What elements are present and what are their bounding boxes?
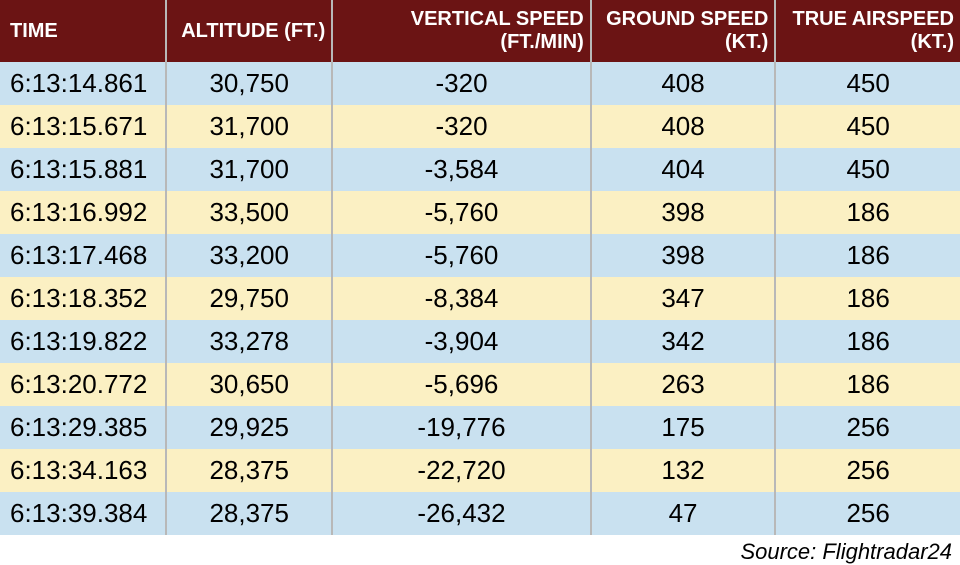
table-head: TIMEALTITUDE (FT.)VERTICAL SPEED (FT./MI… [0,0,960,62]
table-row: 6:13:17.46833,200-5,760398186 [0,234,960,277]
table-cell: 33,500 [166,191,332,234]
table-cell: 6:13:39.384 [0,492,166,535]
flight-data-table: TIMEALTITUDE (FT.)VERTICAL SPEED (FT./MI… [0,0,960,535]
table-cell: 450 [775,62,960,105]
table-cell: 28,375 [166,492,332,535]
table-row: 6:13:15.67131,700-320408450 [0,105,960,148]
table-cell: -5,760 [332,191,590,234]
table-cell: 132 [591,449,776,492]
table-row: 6:13:15.88131,700-3,584404450 [0,148,960,191]
table-row: 6:13:19.82233,278-3,904342186 [0,320,960,363]
col-header: ALTITUDE (FT.) [166,0,332,62]
header-row: TIMEALTITUDE (FT.)VERTICAL SPEED (FT./MI… [0,0,960,62]
table-cell: 408 [591,105,776,148]
table-row: 6:13:34.16328,375-22,720132256 [0,449,960,492]
table-cell: 6:13:15.881 [0,148,166,191]
table-row: 6:13:39.38428,375-26,43247256 [0,492,960,535]
table-cell: 186 [775,234,960,277]
table-cell: 6:13:20.772 [0,363,166,406]
table-row: 6:13:18.35229,750-8,384347186 [0,277,960,320]
table-row: 6:13:20.77230,650-5,696263186 [0,363,960,406]
source-credit: Source: Flightradar24 [0,535,960,565]
table-cell: 6:13:19.822 [0,320,166,363]
table-cell: 398 [591,191,776,234]
table-cell: 186 [775,363,960,406]
table-cell: 347 [591,277,776,320]
table-row: 6:13:14.86130,750-320408450 [0,62,960,105]
table-cell: 256 [775,492,960,535]
table-container: TIMEALTITUDE (FT.)VERTICAL SPEED (FT./MI… [0,0,960,565]
table-cell: 33,278 [166,320,332,363]
table-body: 6:13:14.86130,750-3204084506:13:15.67131… [0,62,960,535]
col-header: VERTICAL SPEED (FT./MIN) [332,0,590,62]
table-cell: 186 [775,320,960,363]
table-cell: -8,384 [332,277,590,320]
table-cell: 450 [775,148,960,191]
col-header: TRUE AIRSPEED (KT.) [775,0,960,62]
table-cell: -22,720 [332,449,590,492]
table-cell: 404 [591,148,776,191]
table-cell: -19,776 [332,406,590,449]
table-cell: 450 [775,105,960,148]
table-cell: 6:13:15.671 [0,105,166,148]
table-cell: 31,700 [166,105,332,148]
table-cell: -320 [332,105,590,148]
col-header: TIME [0,0,166,62]
table-cell: 263 [591,363,776,406]
table-cell: 175 [591,406,776,449]
table-cell: 47 [591,492,776,535]
table-cell: 6:13:34.163 [0,449,166,492]
table-cell: 29,925 [166,406,332,449]
table-cell: 30,750 [166,62,332,105]
col-header: GROUND SPEED (KT.) [591,0,776,62]
table-cell: 408 [591,62,776,105]
table-row: 6:13:16.99233,500-5,760398186 [0,191,960,234]
table-cell: 398 [591,234,776,277]
table-cell: 30,650 [166,363,332,406]
table-cell: -3,904 [332,320,590,363]
table-cell: 31,700 [166,148,332,191]
table-cell: -3,584 [332,148,590,191]
table-row: 6:13:29.38529,925-19,776175256 [0,406,960,449]
table-cell: -5,696 [332,363,590,406]
table-cell: 6:13:14.861 [0,62,166,105]
table-cell: 256 [775,406,960,449]
table-cell: 186 [775,277,960,320]
table-cell: -26,432 [332,492,590,535]
table-cell: 256 [775,449,960,492]
table-cell: 342 [591,320,776,363]
table-cell: -320 [332,62,590,105]
table-cell: 6:13:18.352 [0,277,166,320]
table-cell: -5,760 [332,234,590,277]
table-cell: 29,750 [166,277,332,320]
table-cell: 28,375 [166,449,332,492]
table-cell: 6:13:29.385 [0,406,166,449]
table-cell: 6:13:17.468 [0,234,166,277]
table-cell: 186 [775,191,960,234]
table-cell: 6:13:16.992 [0,191,166,234]
table-cell: 33,200 [166,234,332,277]
